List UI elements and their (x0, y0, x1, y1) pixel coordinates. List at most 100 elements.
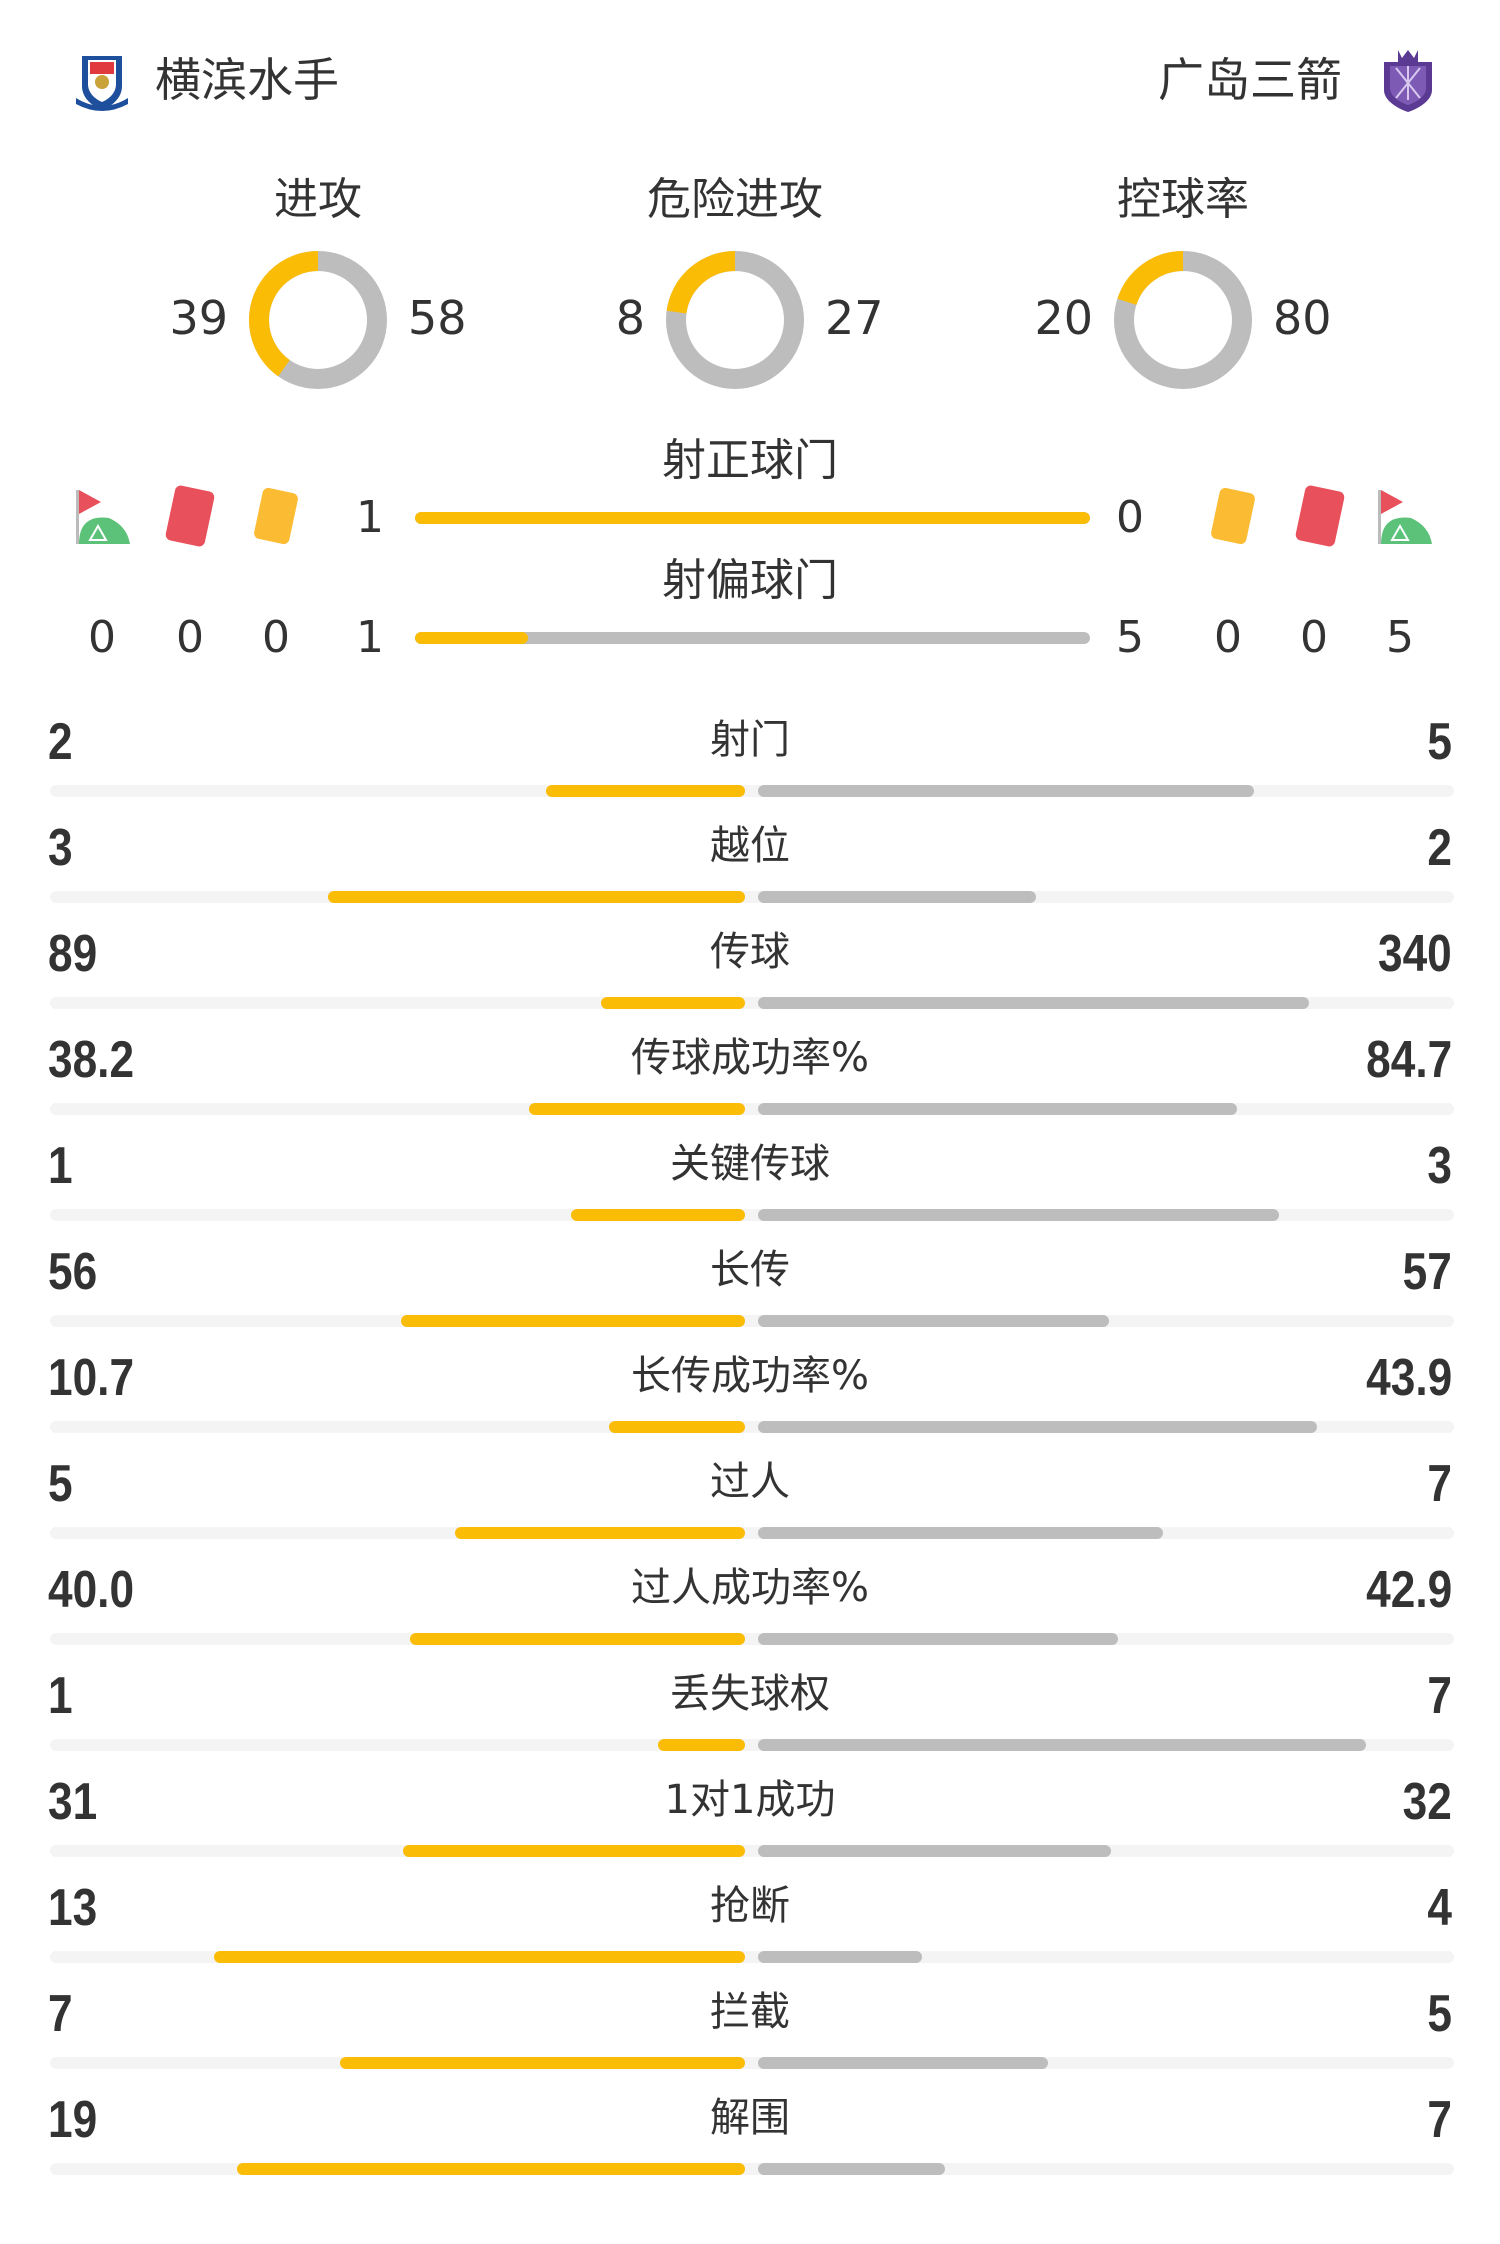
donut-title: 控球率 (1117, 174, 1249, 225)
away-corners: 5 (1386, 612, 1414, 663)
stat-track (50, 1527, 1454, 1539)
donut-title: 进攻 (274, 174, 362, 225)
shots-off-bar (415, 632, 1090, 644)
donut-chart (666, 251, 804, 389)
stat-row: 89 传球 340 (0, 924, 1500, 1030)
stat-track (50, 891, 1454, 903)
donut-home-value: 39 (169, 291, 228, 345)
stat-home-bar (237, 2163, 745, 2175)
stat-home-value: 2 (48, 713, 73, 771)
stat-row: 19 解围 7 (0, 2090, 1500, 2196)
stat-away-value: 3 (1427, 1137, 1452, 1195)
stat-away-bar (758, 1421, 1317, 1433)
stat-track (50, 2057, 1454, 2069)
donut-away-value: 80 (1273, 291, 1332, 345)
stat-home-value: 13 (48, 1879, 98, 1937)
stat-label: 1对1成功 (664, 1777, 836, 1823)
stat-label: 关键传球 (670, 1141, 830, 1187)
stat-home-value: 40.0 (48, 1561, 135, 1619)
donut-title: 危险进攻 (647, 174, 823, 225)
stat-home-bar (546, 785, 745, 797)
stat-away-value: 5 (1427, 1985, 1452, 2043)
stat-label: 长传 (710, 1247, 790, 1293)
stat-away-bar (758, 1739, 1367, 1751)
home-shots-on: 1 (356, 492, 384, 543)
stat-row: 3 越位 2 (0, 818, 1500, 924)
stat-label: 传球 (710, 929, 790, 975)
away-shots-on: 0 (1116, 492, 1144, 543)
stat-home-bar (409, 1633, 745, 1645)
stat-away-value: 5 (1427, 713, 1452, 771)
stat-track (50, 1103, 1454, 1115)
stat-label: 射门 (710, 717, 790, 763)
stat-row: 1 关键传球 3 (0, 1136, 1500, 1242)
stat-away-bar (758, 1103, 1237, 1115)
red-card-icon (1294, 484, 1346, 548)
stat-track (50, 1315, 1454, 1327)
shots-off-target-label: 射偏球门 (662, 555, 838, 606)
stat-home-value: 38.2 (48, 1031, 135, 1089)
red-card-icon (164, 484, 216, 548)
away-yellow-cards: 0 (1214, 612, 1242, 663)
stat-away-value: 32 (1402, 1773, 1452, 1831)
stat-home-value: 1 (48, 1667, 73, 1725)
stat-home-bar (658, 1739, 745, 1751)
stat-label: 解围 (710, 2095, 790, 2141)
stat-label: 过人成功率% (630, 1565, 869, 1611)
away-red-cards: 0 (1300, 612, 1328, 663)
stat-home-value: 5 (48, 1455, 73, 1513)
stat-away-value: 2 (1427, 819, 1452, 877)
stat-home-value: 19 (48, 2091, 98, 2149)
stat-row: 2 射门 5 (0, 712, 1500, 818)
stat-label: 传球成功率% (630, 1035, 869, 1081)
home-yellow-cards: 0 (262, 612, 290, 663)
stat-home-value: 1 (48, 1137, 73, 1195)
corner-flag-icon (76, 490, 130, 548)
stat-away-bar (758, 1527, 1164, 1539)
stat-away-value: 57 (1402, 1243, 1452, 1301)
stat-home-bar (213, 1951, 745, 1963)
stat-label: 长传成功率% (630, 1353, 869, 1399)
stat-away-value: 84.7 (1365, 1031, 1452, 1089)
stat-row: 13 抢断 4 (0, 1878, 1500, 1984)
stat-track (50, 1633, 1454, 1645)
stat-row: 38.2 传球成功率% 84.7 (0, 1030, 1500, 1136)
stat-home-bar (600, 997, 745, 1009)
stat-home-value: 7 (48, 1985, 73, 2043)
away-team-name: 广岛三箭 (1158, 53, 1342, 107)
stat-track (50, 1845, 1454, 1857)
home-red-cards: 0 (176, 612, 204, 663)
stat-home-bar (608, 1421, 745, 1433)
stat-label: 过人 (710, 1459, 790, 1505)
yellow-card-icon (1209, 486, 1257, 546)
stat-away-bar (758, 997, 1309, 1009)
stat-away-bar (758, 1845, 1112, 1857)
yellow-card-icon (252, 486, 300, 546)
away-shots-off: 5 (1116, 612, 1144, 663)
donut-chart (249, 251, 387, 389)
stat-away-bar (758, 1951, 922, 1963)
stat-row: 1 丢失球权 7 (0, 1666, 1500, 1772)
shots-off-home-fill (415, 632, 528, 644)
shots-on-bar (415, 512, 1090, 524)
home-team-name: 横滨水手 (155, 53, 339, 107)
stat-label: 越位 (710, 823, 790, 869)
home-team-logo (72, 48, 132, 112)
donut-home-arc (666, 251, 804, 389)
away-team-logo (1378, 48, 1438, 112)
stat-away-bar (758, 785, 1255, 797)
stat-away-bar (758, 1315, 1109, 1327)
stat-away-value: 7 (1427, 1455, 1452, 1513)
stat-home-bar (571, 1209, 745, 1221)
shots-on-home-fill (415, 512, 1090, 524)
stat-away-bar (758, 1209, 1280, 1221)
donut-chart (1114, 251, 1252, 389)
donut-home-value: 20 (1034, 291, 1093, 345)
shots-on-target-label: 射正球门 (662, 435, 838, 486)
stat-row: 40.0 过人成功率% 42.9 (0, 1560, 1500, 1666)
stat-home-value: 3 (48, 819, 73, 877)
stat-home-value: 10.7 (48, 1349, 135, 1407)
stat-row: 31 1对1成功 32 (0, 1772, 1500, 1878)
stat-home-bar (328, 891, 745, 903)
stat-away-value: 42.9 (1365, 1561, 1452, 1619)
